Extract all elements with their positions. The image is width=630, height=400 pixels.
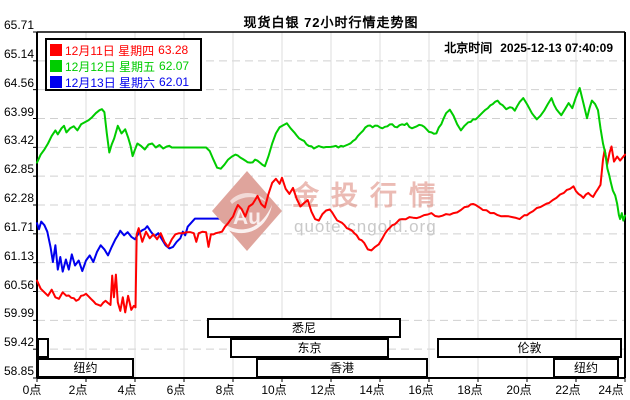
session-box-newyork-left: 纽约 bbox=[37, 358, 134, 378]
x-tick-label: 6点 bbox=[166, 383, 186, 397]
legend-label: 12月11日 星期四 bbox=[65, 43, 155, 58]
legend-value: 63.28 bbox=[158, 43, 189, 57]
price-line-12月13日 星期六 bbox=[36, 217, 225, 273]
x-tick-label: 22点 bbox=[555, 383, 581, 397]
y-tick-label: 58.85 bbox=[3, 364, 34, 378]
x-tick-label: 0点 bbox=[22, 383, 42, 397]
y-tick-label: 61.13 bbox=[3, 248, 34, 263]
y-tick-label: 62.28 bbox=[3, 191, 34, 205]
y-tick-label: 62.85 bbox=[3, 162, 34, 177]
session-box-sydney: 悉尼 bbox=[207, 318, 401, 338]
legend-label: 12月12日 星期五 bbox=[65, 59, 156, 74]
x-tick-label: 4点 bbox=[117, 383, 137, 397]
x-tick-label: 12点 bbox=[310, 383, 336, 397]
y-tick-label: 63.42 bbox=[3, 133, 34, 148]
y-tick-label: 59.99 bbox=[3, 306, 34, 321]
x-tick-label: 18点 bbox=[457, 383, 483, 397]
beijing-time: 北京时间 2025-12-13 07:40:09 bbox=[444, 39, 613, 56]
session-box-stub bbox=[37, 338, 49, 358]
legend-row-day1: 12月11日 星期四 63.28 bbox=[50, 42, 200, 58]
session-box-london: 伦敦 bbox=[437, 338, 622, 358]
session-box-tokyo: 东京 bbox=[230, 338, 389, 358]
x-tick-label: 24点 bbox=[598, 383, 624, 397]
x-tick-label: 10点 bbox=[261, 383, 287, 397]
session-box-hongkong: 香港 bbox=[256, 358, 428, 378]
legend-swatch-red bbox=[50, 44, 62, 56]
y-tick-label: 64.56 bbox=[3, 75, 34, 90]
x-tick-label: 2点 bbox=[68, 383, 88, 397]
y-tick-label: 61.71 bbox=[3, 219, 34, 234]
beijing-time-label: 北京时间 bbox=[444, 41, 493, 55]
y-tick-label: 63.99 bbox=[3, 104, 34, 119]
x-tick-label: 8点 bbox=[215, 383, 235, 397]
page-title: 现货白银 72小时行情走势图 bbox=[243, 15, 419, 30]
legend: 12月11日 星期四 63.28 12月12日 星期五 62.07 12月13日… bbox=[45, 38, 202, 91]
y-tick-label: 60.56 bbox=[3, 277, 34, 292]
legend-label: 12月13日 星期六 bbox=[65, 75, 156, 90]
legend-swatch-blue bbox=[50, 76, 62, 88]
session-box-newyork-right: 纽约 bbox=[553, 358, 619, 378]
legend-value: 62.07 bbox=[159, 59, 190, 73]
price-line-12月12日 星期五 bbox=[36, 87, 626, 222]
beijing-time-value: 2025-12-13 07:40:09 bbox=[500, 41, 613, 55]
y-tick-label: 65.14 bbox=[3, 46, 34, 61]
y-tick-label: 59.42 bbox=[3, 335, 34, 350]
legend-row-day3: 12月13日 星期六 62.01 bbox=[50, 74, 200, 90]
price-line-12月11日 星期四 bbox=[36, 145, 626, 314]
legend-swatch-green bbox=[50, 60, 62, 72]
x-tick-label: 14点 bbox=[359, 383, 385, 397]
y-tick-label: 65.71 bbox=[3, 18, 34, 32]
legend-row-day2: 12月12日 星期五 62.07 bbox=[50, 58, 200, 74]
x-tick-label: 16点 bbox=[408, 383, 434, 397]
x-tick-label: 20点 bbox=[506, 383, 532, 397]
legend-value: 62.01 bbox=[159, 75, 190, 89]
